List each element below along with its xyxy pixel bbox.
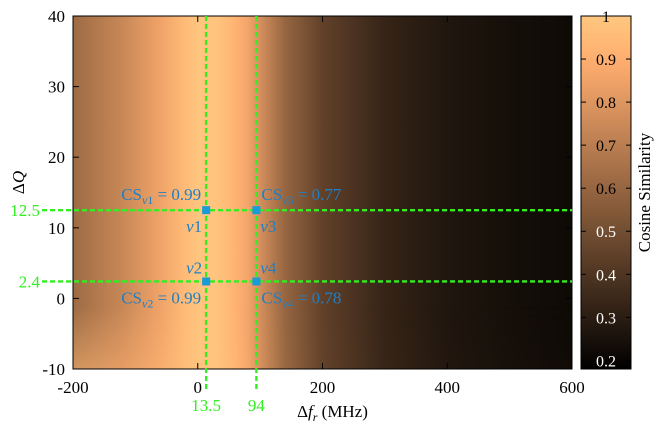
y-tick-label: 0 [57, 289, 66, 308]
y-label-prefix: Δ [9, 183, 28, 194]
x-label-var: f [308, 402, 315, 421]
guide-horizontal-label: 12.5 [10, 201, 40, 220]
guide-vertical-label: 94 [248, 396, 266, 415]
colorbar-tick-label: 0.6 [596, 181, 616, 198]
x-label-prefix: Δ [297, 402, 308, 421]
y-axis: -10 0 10 20 30 40 [42, 7, 572, 379]
x-tick-label: 600 [559, 378, 585, 397]
cs-label-v4: CSv4 = 0.78 [261, 288, 341, 310]
data-points: CSv1 = 0.99 v1 CSv2 = 0.99 v2 CSv3 = 0.77 v3 C… [121, 185, 342, 310]
x-label-sub: r [313, 410, 318, 424]
y-tick-label: -10 [42, 360, 65, 379]
point-v2 [202, 277, 211, 286]
y-tick-label: 10 [48, 219, 65, 238]
colorbar-ticks: 0.2 0.3 0.4 0.5 0.6 0.7 0.8 0.9 1 [581, 9, 631, 370]
guide-horizontal-label: 2.4 [19, 272, 41, 291]
x-tick-label: -200 [57, 378, 88, 397]
colorbar-tick-label: 0.4 [596, 267, 616, 284]
colorbar: 0.2 0.3 0.4 0.5 0.6 0.7 0.8 0.9 1 Cosine Similar… [580, 9, 654, 370]
point-v1 [202, 206, 211, 215]
x-axis-label: Δfr (MHz) [297, 402, 368, 424]
heatmap-surface-lower [73, 16, 572, 369]
point-name-v2: v2 [186, 258, 202, 277]
cs-label-v1: CSv1 = 0.99 [121, 185, 201, 207]
point-name-v3: v3 [260, 217, 276, 236]
guide-lines: 13.5 94 12.5 2.4 [10, 16, 572, 415]
colorbar-tick-label: 0.8 [596, 95, 616, 112]
cs-label-v2: CSv2 = 0.99 [121, 288, 201, 310]
point-name-v1: v1 [186, 217, 202, 236]
point-v4 [252, 277, 261, 286]
y-axis-label: ΔQ [9, 171, 28, 194]
x-axis: -200 0 200 400 600 [57, 16, 585, 397]
colorbar-scale [580, 15, 632, 370]
colorbar-tick-label: 1 [602, 9, 610, 26]
x-tick-label: 0 [194, 378, 203, 397]
y-tick-label: 20 [48, 148, 65, 167]
colorbar-label: Cosine Similarity [635, 132, 654, 252]
guide-vertical-label: 13.5 [191, 396, 221, 415]
colorbar-tick-label: 0.7 [596, 138, 616, 155]
colorbar-tick-label: 0.2 [596, 353, 616, 370]
point-v3 [252, 206, 261, 215]
y-tick-label: 30 [48, 78, 65, 97]
plot-area [72, 15, 573, 370]
x-label-unit: (MHz) [317, 402, 368, 421]
y-label-var: Q [9, 171, 28, 183]
point-name-v4: v4 [260, 258, 277, 277]
y-tick-label: 40 [48, 7, 65, 26]
colorbar-tick-label: 0.3 [596, 310, 616, 327]
colorbar-tick-label: 0.5 [596, 224, 616, 241]
x-tick-label: 400 [435, 378, 461, 397]
cs-label-v3: CSv3 = 0.77 [261, 185, 341, 207]
colorbar-tick-label: 0.9 [596, 52, 616, 69]
x-tick-label: 200 [310, 378, 336, 397]
